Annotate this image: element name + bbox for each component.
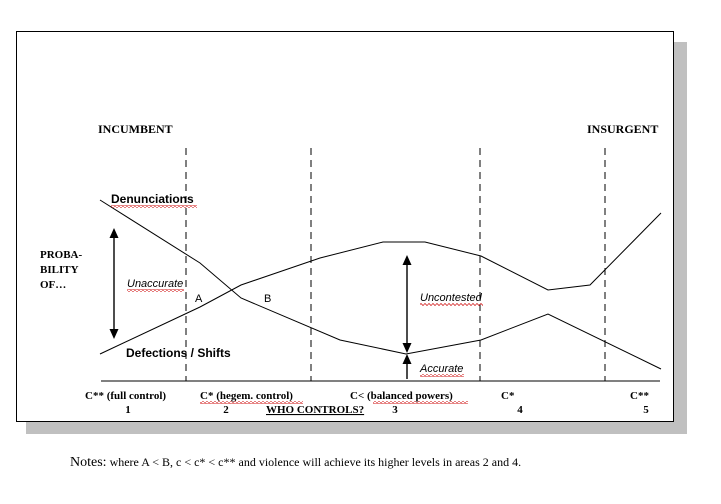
defections-curve [99,212,662,355]
accurate-arrow [402,354,412,379]
probability-label: PROBA- BILITY OF… [40,249,85,291]
zone-1-label: C** (full control) [85,390,166,402]
spellcheck-underline [111,205,197,208]
who-controls-label: WHO CONTROLS? [266,404,364,416]
spellcheck-underline [127,289,184,292]
notes-text: where A < B, c < c* < c** and violence w… [109,455,522,469]
zone-labels: C** (full control) C* (hegem. control) C… [85,390,649,402]
zone-5-number: 5 [643,404,649,416]
uncontested-arrow [402,255,412,353]
denunciations-label: Denunciations [111,192,194,206]
zone-dividers [185,148,606,381]
point-a-label: A [195,293,203,305]
zone-3-label: C< (balanced powers) [350,390,453,402]
probability-line-3: OF… [40,279,66,291]
probability-line-2: BILITY [40,264,79,276]
spellcheck-underline [420,303,483,306]
zone-4-number: 4 [517,404,523,416]
uncontested-label: Uncontested [420,292,483,304]
notes-lead: Notes: [70,455,107,470]
unaccurate-arrow [109,228,119,339]
notes: Notes: where A < B, c < c* < c** and vio… [70,455,521,471]
spellcheck-underline [200,401,303,404]
defections-label: Defections / Shifts [126,346,231,360]
probability-line-1: PROBA- [40,249,83,261]
diagram-frame [16,31,674,422]
zone-5-label: C** [630,390,649,402]
zone-4-label: C* [501,390,515,402]
incumbent-label: INCUMBENT [98,122,173,136]
zone-2-label: C* (hegem. control) [200,390,293,402]
point-b-label: B [264,293,271,305]
accurate-label: Accurate [419,363,463,375]
zone-2-number: 2 [223,404,229,416]
spellcheck-underline [420,374,464,377]
zone-3-number: 3 [392,404,398,416]
insurgent-label: INSURGENT [587,122,658,136]
spellcheck-underline [373,401,468,404]
zone-1-number: 1 [125,404,131,416]
zone-numbers: 1 2 3 4 5 [125,404,649,416]
denunciations-curve [99,199,662,370]
unaccurate-label: Unaccurate [127,278,183,290]
